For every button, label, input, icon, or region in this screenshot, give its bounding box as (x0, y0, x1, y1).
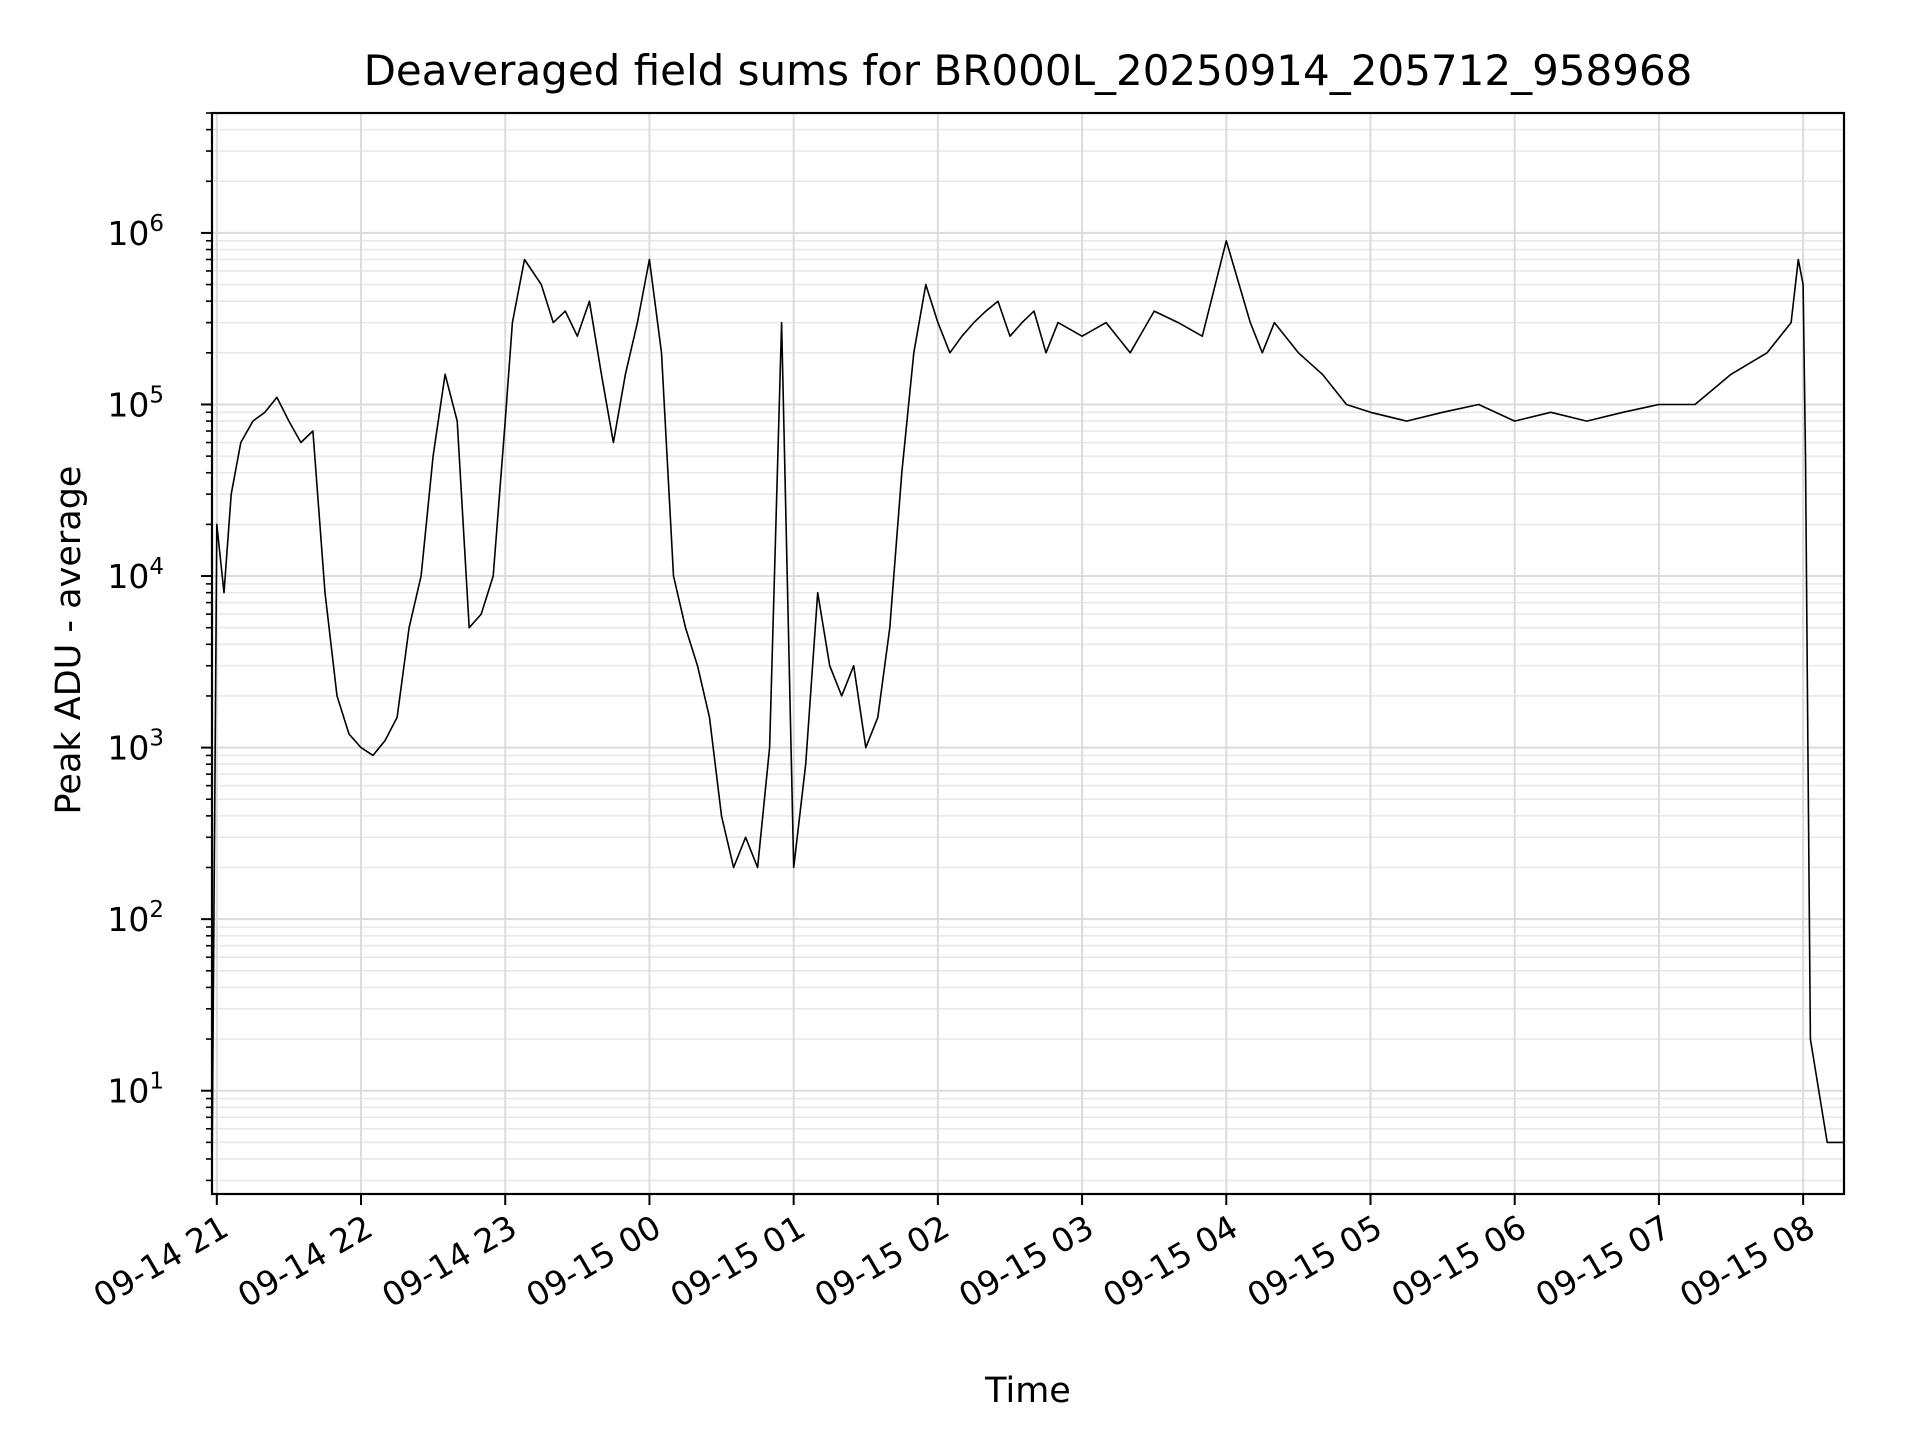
y-tick-label: 106 (107, 211, 164, 253)
plot-area (211, 240, 1844, 1181)
y-tick-label: 103 (107, 726, 164, 768)
y-tick-label: 101 (107, 1069, 164, 1111)
grid (212, 112, 1844, 1194)
series-line-0 (211, 240, 1844, 1181)
y-tick-label: 102 (107, 897, 164, 939)
y-axis-title: Peak ADU - average (49, 466, 89, 815)
y-tick-label: 105 (107, 382, 164, 424)
y-tick-label: 104 (107, 554, 164, 596)
chart-title: Deaveraged field sums for BR000L_2025091… (364, 46, 1693, 95)
plot-frame (210, 111, 1846, 1196)
x-axis-title: Time (984, 1371, 1071, 1411)
